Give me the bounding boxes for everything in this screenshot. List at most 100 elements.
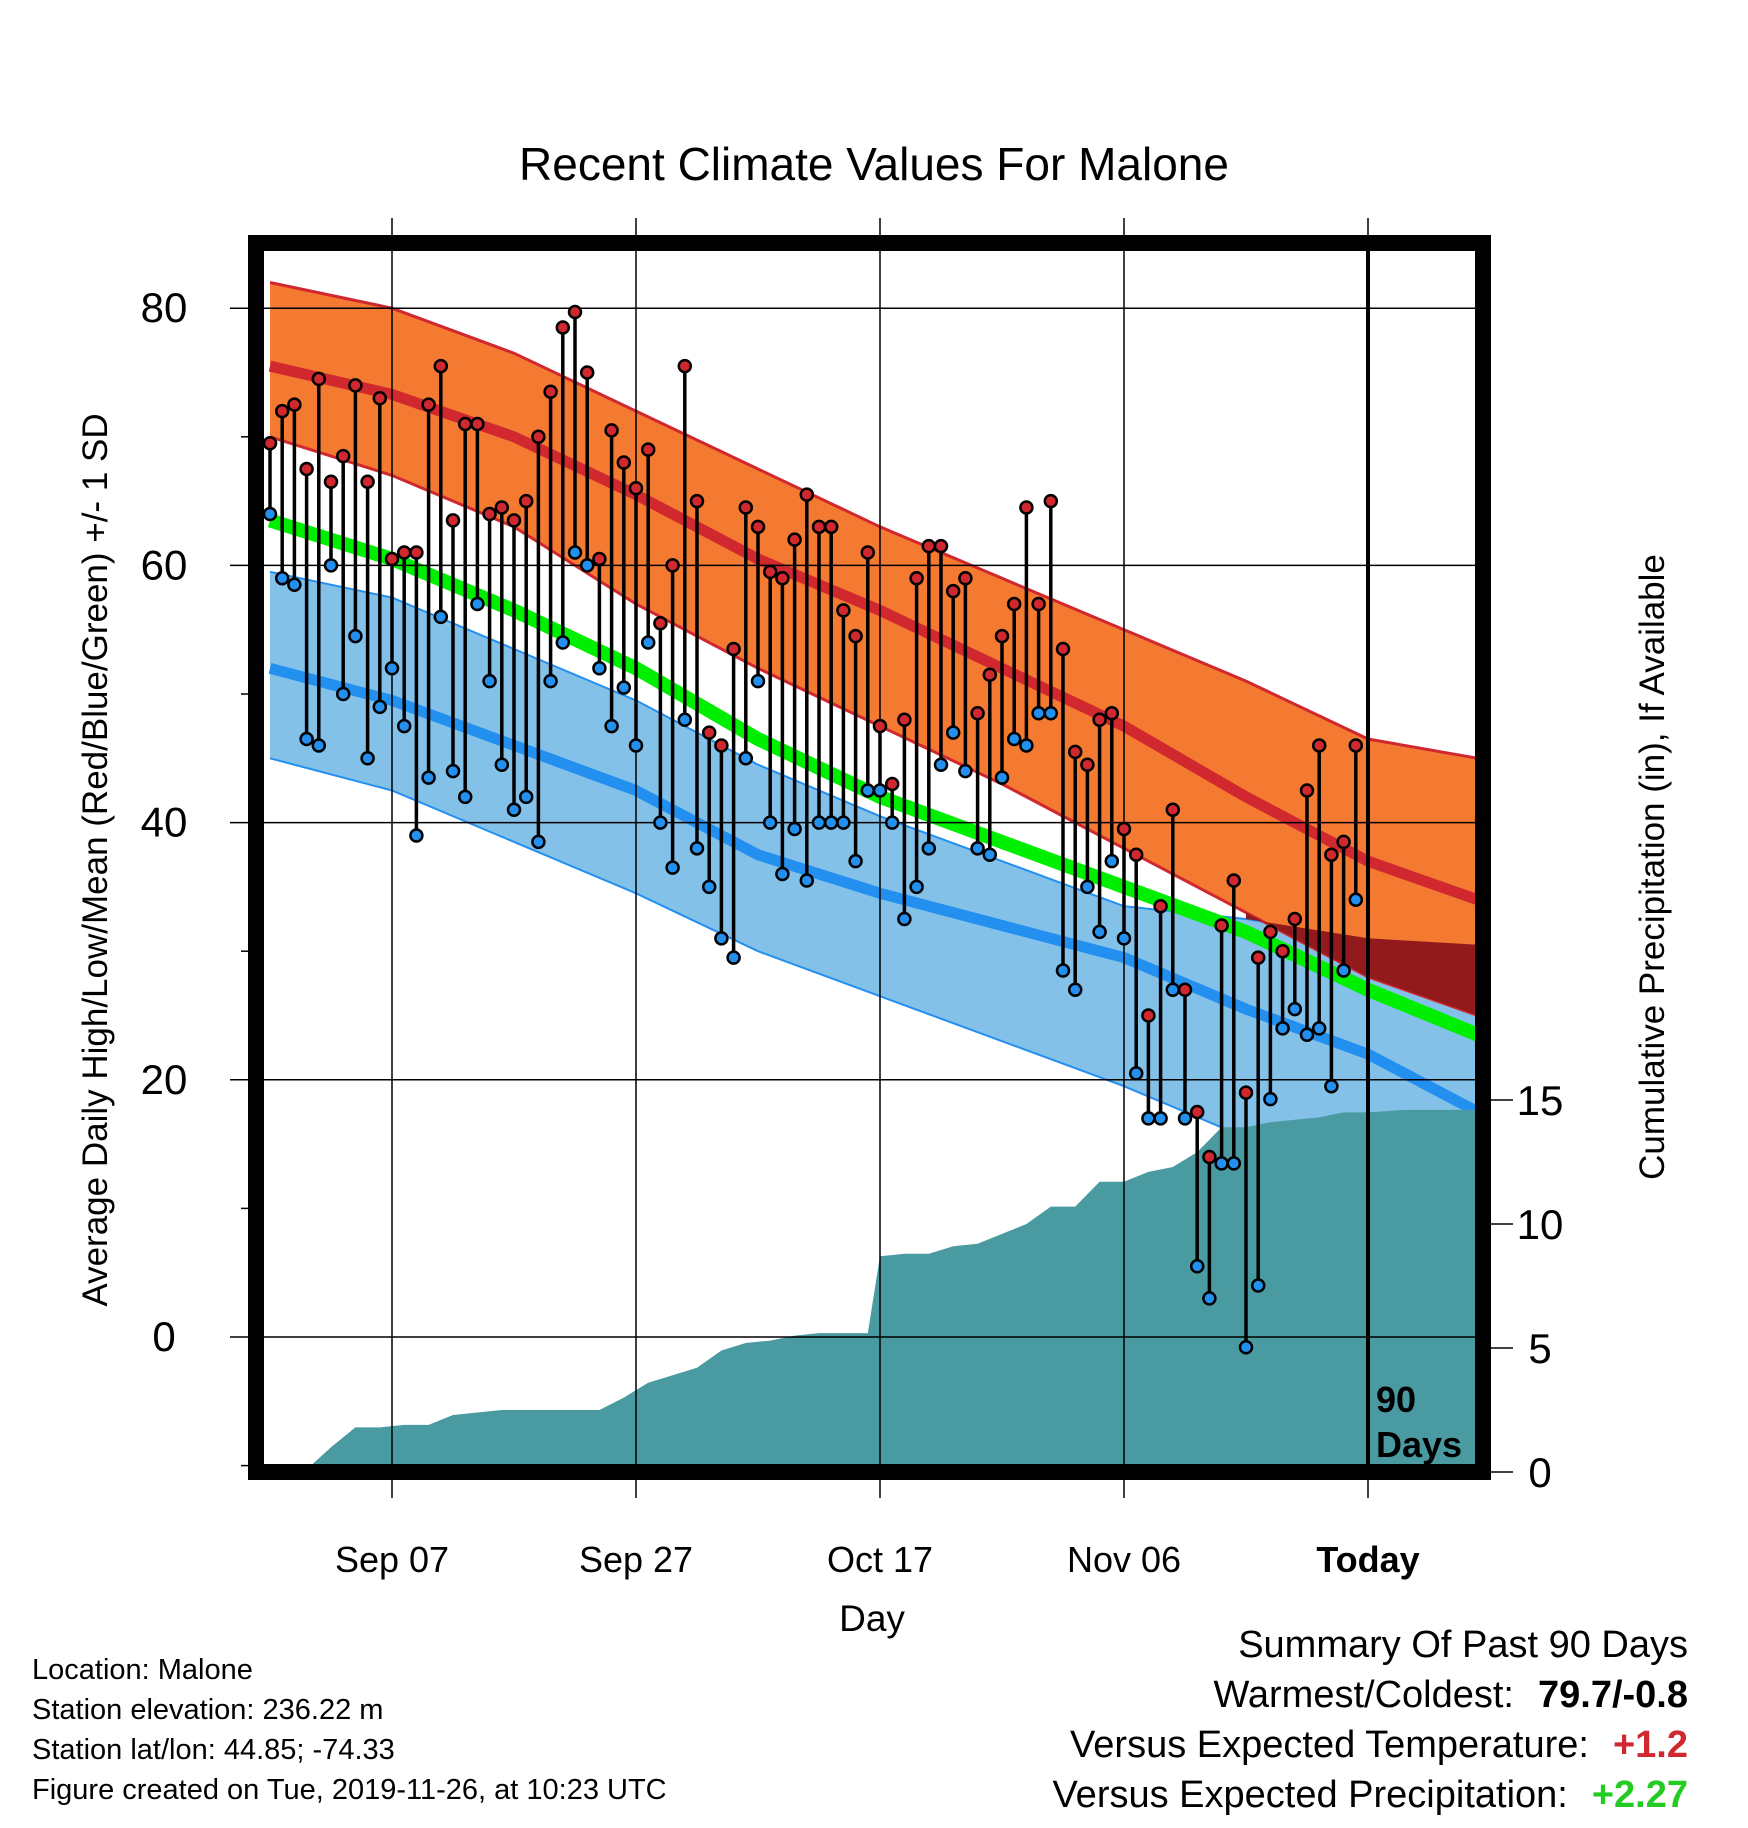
daily-low-point [1043, 706, 1059, 721]
daily-low-point [677, 712, 693, 727]
daily-low-point [1226, 1156, 1242, 1171]
daily-low-point [799, 873, 815, 888]
daily-high-point [1348, 738, 1364, 753]
daily-low-point [1141, 1111, 1156, 1126]
daily-high-point [1275, 943, 1290, 959]
daily-low-point [945, 725, 961, 740]
daily-high-point [823, 519, 839, 535]
summary-heading: Summary Of Past 90 Days [1238, 1624, 1688, 1666]
daily-high-point [409, 545, 424, 560]
precip-area [270, 1109, 1478, 1472]
x-axis-label: Day [839, 1598, 905, 1639]
daily-high-point [970, 706, 985, 721]
daily-low-point [421, 770, 436, 785]
daily-high-point [836, 603, 851, 618]
daily-low-point [1214, 1156, 1229, 1171]
daily-high-point [360, 474, 375, 490]
daily-low-point [1116, 931, 1132, 946]
daily-high-point [555, 320, 571, 335]
daily-high-point [1226, 873, 1242, 888]
plot-frame [248, 235, 1491, 1480]
daily-low-point [628, 738, 644, 753]
daily-low-point [274, 571, 290, 586]
daily-high-point [1019, 500, 1034, 515]
daily-low-point [1177, 1111, 1193, 1126]
daily-low-point [1299, 1027, 1315, 1043]
daily-high-point [701, 725, 717, 740]
daily-high-point [531, 429, 546, 445]
daily-high-point [653, 616, 668, 631]
daily-high-point [1067, 744, 1083, 760]
daily-high-point [1287, 911, 1303, 927]
daily-high-point [616, 455, 632, 470]
daily-high-point [445, 513, 461, 528]
daily-high-point [1336, 834, 1351, 850]
daily-high-point [1165, 802, 1181, 817]
x-tick-label: Nov 06 [1067, 1539, 1181, 1580]
daily-high-point [811, 519, 827, 535]
y-tick-label: 0 [152, 1313, 175, 1360]
daily-low-point [335, 686, 351, 702]
daily-low-point [1348, 892, 1364, 908]
daily-low-point [775, 866, 790, 882]
daily-high-point [1177, 982, 1193, 998]
y-tick-label: 80 [141, 284, 188, 331]
warmest-coldest-row: Warmest/Coldest: 79.7/-0.8 [1052, 1670, 1688, 1720]
daily-high-point [689, 493, 705, 509]
daily-high-point [579, 365, 595, 380]
y-axis-label: Average Daily High/Low/Mean (Red/Blue/Gr… [76, 413, 115, 1306]
observation-layer [262, 304, 1364, 1355]
location-text: Location: Malone [32, 1654, 253, 1686]
daily-high-point [287, 397, 302, 412]
daily-low-point [445, 763, 461, 779]
daily-low-point [836, 815, 851, 830]
temp-versus-row: Versus Expected Temperature: +1.2 [1052, 1720, 1688, 1770]
daily-high-point [677, 358, 693, 374]
daily-high-point [457, 416, 473, 432]
y2-tick-label: 10 [1517, 1201, 1564, 1248]
daily-high-point [1080, 757, 1095, 772]
daily-high-point [884, 776, 900, 792]
daily-low-point [494, 757, 510, 772]
daily-high-point [1092, 712, 1107, 727]
daily-high-point [1055, 641, 1071, 657]
overlap-band [1246, 912, 1478, 1016]
y2-tick-label: 15 [1517, 1077, 1564, 1124]
daily-high-point [750, 519, 766, 535]
station-info: Location: Malone Station elevation: 236.… [32, 1650, 667, 1810]
daily-low-point [1324, 1078, 1339, 1094]
daily-high-point [958, 571, 973, 586]
daily-low-point [567, 545, 583, 560]
daily-high-point [592, 551, 607, 567]
daily-low-point [994, 770, 1010, 785]
daily-low-point [726, 950, 741, 965]
temp-versus-label: Versus Expected Temperature: [1070, 1724, 1589, 1766]
daily-high-point [1214, 918, 1229, 933]
daily-low-point [958, 763, 973, 779]
daily-high-point [1202, 1149, 1217, 1165]
daily-high-point [787, 532, 802, 547]
daily-low-point [872, 783, 888, 798]
daily-low-point [665, 860, 680, 875]
daily-low-point [1165, 982, 1181, 998]
daily-high-point [384, 551, 400, 567]
daily-low-point [1238, 1340, 1254, 1355]
daily-low-point [323, 558, 339, 573]
x-tick-label: Oct 17 [827, 1539, 933, 1580]
daily-high-point [714, 738, 729, 753]
daily-low-point [1104, 853, 1120, 869]
precip-versus-row: Versus Expected Precipitation: +2.27 [1052, 1770, 1688, 1820]
daily-low-point [1275, 1021, 1290, 1036]
daily-low-point [299, 731, 314, 747]
daily-low-point [433, 609, 449, 625]
today-days-number: 90 [1376, 1379, 1416, 1420]
daily-high-point [372, 390, 388, 406]
created-text: Figure created on Tue, 2019-11-26, at 10… [32, 1774, 667, 1806]
daily-high-point [665, 558, 680, 573]
x-tick-label: Sep 27 [579, 1539, 693, 1580]
y-tick-label: 20 [141, 1056, 188, 1103]
daily-low-point [1031, 706, 1046, 721]
daily-low-point [348, 628, 363, 644]
y-tick-label: 60 [141, 541, 188, 588]
